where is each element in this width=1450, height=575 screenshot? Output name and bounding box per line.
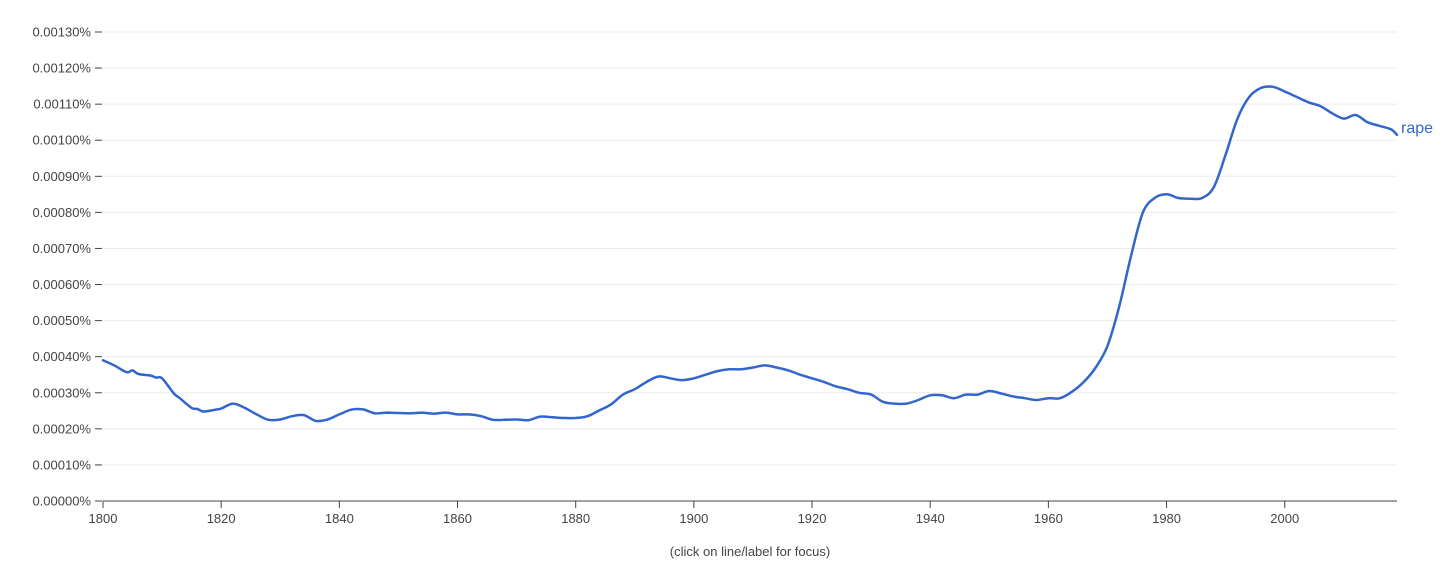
y-axis: 0.00000% 0.00010% 0.00020% 0.00030% 0.00040%… bbox=[32, 25, 102, 509]
x-tick-label: 1820 bbox=[207, 511, 236, 526]
y-tick-label: 0.00130% bbox=[32, 25, 91, 40]
y-tick-label: 0.00060% bbox=[32, 277, 91, 292]
x-tick-label: 1900 bbox=[679, 511, 708, 526]
x-tick-label: 2000 bbox=[1270, 511, 1299, 526]
grid-lines bbox=[103, 31, 1397, 466]
x-tick-label: 1920 bbox=[798, 511, 827, 526]
series-label-rape[interactable]: rape bbox=[1401, 120, 1433, 137]
y-tick-label: 0.00070% bbox=[32, 241, 91, 256]
y-tick-label: 0.00100% bbox=[32, 133, 91, 148]
x-tick-label: 1940 bbox=[916, 511, 945, 526]
y-tick-label: 0.00120% bbox=[32, 61, 91, 76]
y-tick-label: 0.00080% bbox=[32, 205, 91, 220]
series-group[interactable]: rape bbox=[101, 85, 1433, 423]
x-tick-label: 1840 bbox=[325, 511, 354, 526]
y-tick-label: 0.00040% bbox=[32, 349, 91, 364]
focus-hint-note: (click on line/label for focus) bbox=[669, 544, 831, 559]
y-tick-label: 0.00090% bbox=[32, 169, 91, 184]
y-tick-label: 0.00010% bbox=[32, 457, 91, 472]
x-axis: 1800 1820 1840 1860 1880 1900 1920 1940 1960 1980… bbox=[89, 500, 1397, 526]
y-tick-label: 0.00030% bbox=[32, 385, 91, 400]
x-tick-label: 1880 bbox=[561, 511, 590, 526]
y-tick-label: 0.00000% bbox=[32, 494, 91, 509]
x-tick-label: 1960 bbox=[1034, 511, 1063, 526]
y-tick-label: 0.00050% bbox=[32, 313, 91, 328]
x-tick-label: 1980 bbox=[1152, 511, 1181, 526]
x-tick-label: 1860 bbox=[443, 511, 472, 526]
series-line-rape[interactable] bbox=[101, 85, 1399, 423]
y-tick-label: 0.00020% bbox=[32, 421, 91, 436]
x-tick-label: 1800 bbox=[89, 511, 118, 526]
y-tick-label: 0.00110% bbox=[33, 97, 91, 112]
